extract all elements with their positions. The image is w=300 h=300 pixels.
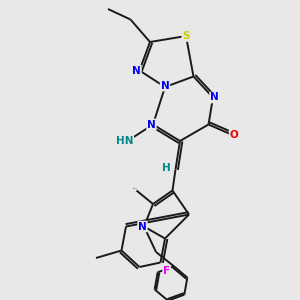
Text: F: F [163, 266, 170, 276]
Text: S: S [182, 31, 190, 41]
Text: methyl: methyl [133, 188, 137, 189]
Text: N: N [210, 92, 219, 103]
Text: N: N [147, 119, 156, 130]
Text: N: N [138, 221, 147, 232]
Text: N: N [132, 65, 141, 76]
Text: N: N [160, 80, 169, 91]
Text: O: O [230, 130, 238, 140]
Text: HN: HN [116, 136, 133, 146]
Text: H: H [162, 163, 171, 173]
